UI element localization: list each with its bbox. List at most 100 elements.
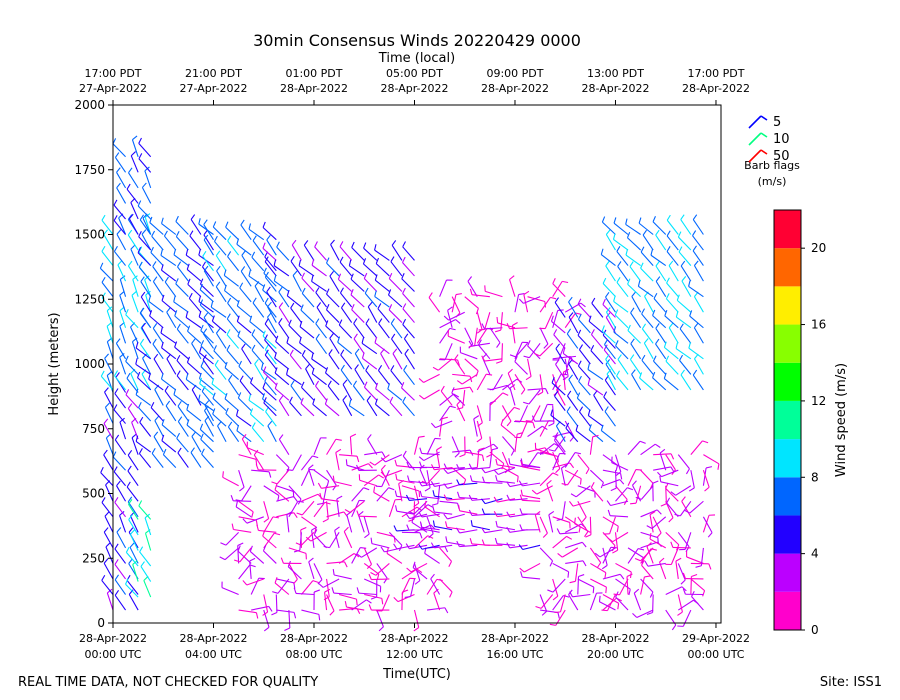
wind-barb-flag [161, 294, 165, 301]
wind-barb [250, 382, 265, 396]
wind-barb [471, 294, 490, 298]
wind-barb-flag [141, 182, 147, 188]
wind-barb [228, 379, 240, 396]
wind-barb [652, 594, 654, 613]
wind-barb-flag [561, 464, 567, 469]
wind-barb [321, 498, 340, 502]
wind-barb [176, 375, 189, 391]
wind-barb [140, 281, 152, 297]
wind-barb-flag [114, 388, 119, 394]
wind-barb-flag [203, 229, 208, 236]
wind-barb-flag [337, 336, 341, 343]
wind-barb [652, 377, 667, 391]
wind-barb-flag [493, 511, 498, 517]
wind-barb [199, 289, 214, 303]
wind-barb-flag [327, 380, 332, 387]
wind-barb [681, 280, 692, 297]
wind-barb-flag [254, 358, 259, 365]
wind-barb [451, 436, 460, 454]
wind-barb [602, 573, 621, 580]
y-tick-label: 1000 [74, 357, 105, 371]
wind-barb-flag [577, 329, 582, 336]
wind-barb [214, 241, 227, 256]
wind-barb [363, 278, 378, 292]
wind-barb [262, 387, 277, 401]
wind-barb-flag [274, 382, 278, 389]
wind-barb-flag [236, 238, 240, 245]
wind-barb [616, 251, 629, 266]
wind-barb-flag [319, 492, 322, 499]
wind-barb-flag [580, 302, 586, 308]
wind-barb [137, 252, 152, 266]
wind-barb-flag [506, 526, 511, 533]
wind-barb [410, 562, 428, 573]
wind-barb [605, 265, 616, 282]
wind-barb [326, 578, 330, 597]
wind-barb [321, 485, 340, 489]
wind-barb-flag [127, 496, 133, 503]
wind-barb-flag [128, 558, 133, 564]
wind-barb-flag [646, 542, 652, 547]
wind-barb [251, 349, 265, 365]
wind-barb-flag [469, 386, 474, 393]
wind-barb [151, 235, 164, 251]
wind-barb [534, 514, 541, 533]
wind-barb [380, 353, 390, 370]
wind-barb [101, 219, 114, 235]
wind-barb-flag [175, 231, 180, 237]
wind-barb-flag [568, 374, 574, 380]
wind-barb-flag [469, 288, 473, 295]
wind-barb-flag [381, 598, 384, 605]
wind-barb-flag [578, 406, 584, 413]
wind-barb-flag [566, 328, 572, 335]
wind-barb [539, 516, 548, 534]
wind-barb-flag [127, 403, 133, 409]
wind-barb-flag [127, 260, 133, 267]
wind-barb-flag [227, 297, 232, 304]
wind-barb [138, 142, 152, 158]
wind-barb-flag [428, 292, 433, 298]
wind-barb-flag [186, 263, 190, 270]
wind-barb-flag [185, 249, 189, 256]
wind-barb-flag [175, 215, 179, 222]
wind-barb [693, 327, 704, 344]
wind-barb-flag [516, 476, 519, 483]
wind-barb-flag [620, 473, 623, 480]
wind-barb [484, 529, 503, 534]
wind-barb [141, 233, 152, 251]
wind-barb [566, 411, 579, 427]
wind-barb [106, 341, 114, 359]
wind-barb [338, 324, 353, 339]
wind-barb [659, 452, 667, 471]
wind-barb-flag [631, 369, 636, 375]
wind-barb [459, 529, 478, 534]
wind-barb-flag [125, 309, 129, 315]
wind-barb-flag [280, 557, 284, 564]
wind-barb-flag [150, 402, 155, 408]
wind-barb-flag [191, 338, 196, 344]
wind-barb [301, 516, 317, 528]
wind-barb-flag [288, 319, 292, 326]
wind-barb [325, 403, 340, 417]
wind-barb [565, 541, 583, 549]
wind-barb-flag [512, 322, 518, 326]
wind-barb-flag [348, 399, 352, 406]
wind-barb-flag [430, 573, 435, 580]
wind-barb [550, 414, 566, 427]
wind-barb-flag [550, 296, 557, 300]
wind-barb-flag [174, 341, 178, 348]
wind-barb [568, 379, 579, 396]
wind-barb [264, 302, 277, 318]
wind-barb [527, 452, 539, 468]
wind-barb [423, 373, 440, 383]
wind-barb-flag [601, 325, 605, 332]
wind-barb [199, 378, 214, 391]
wind-barb-flag [507, 368, 513, 374]
wind-barb-flag [535, 606, 542, 609]
wind-barb [189, 235, 202, 251]
wind-barb-flag [129, 542, 135, 548]
wind-barb-flag [323, 545, 330, 549]
wind-barb-flag [177, 447, 182, 454]
wind-barb-flag [494, 329, 502, 333]
